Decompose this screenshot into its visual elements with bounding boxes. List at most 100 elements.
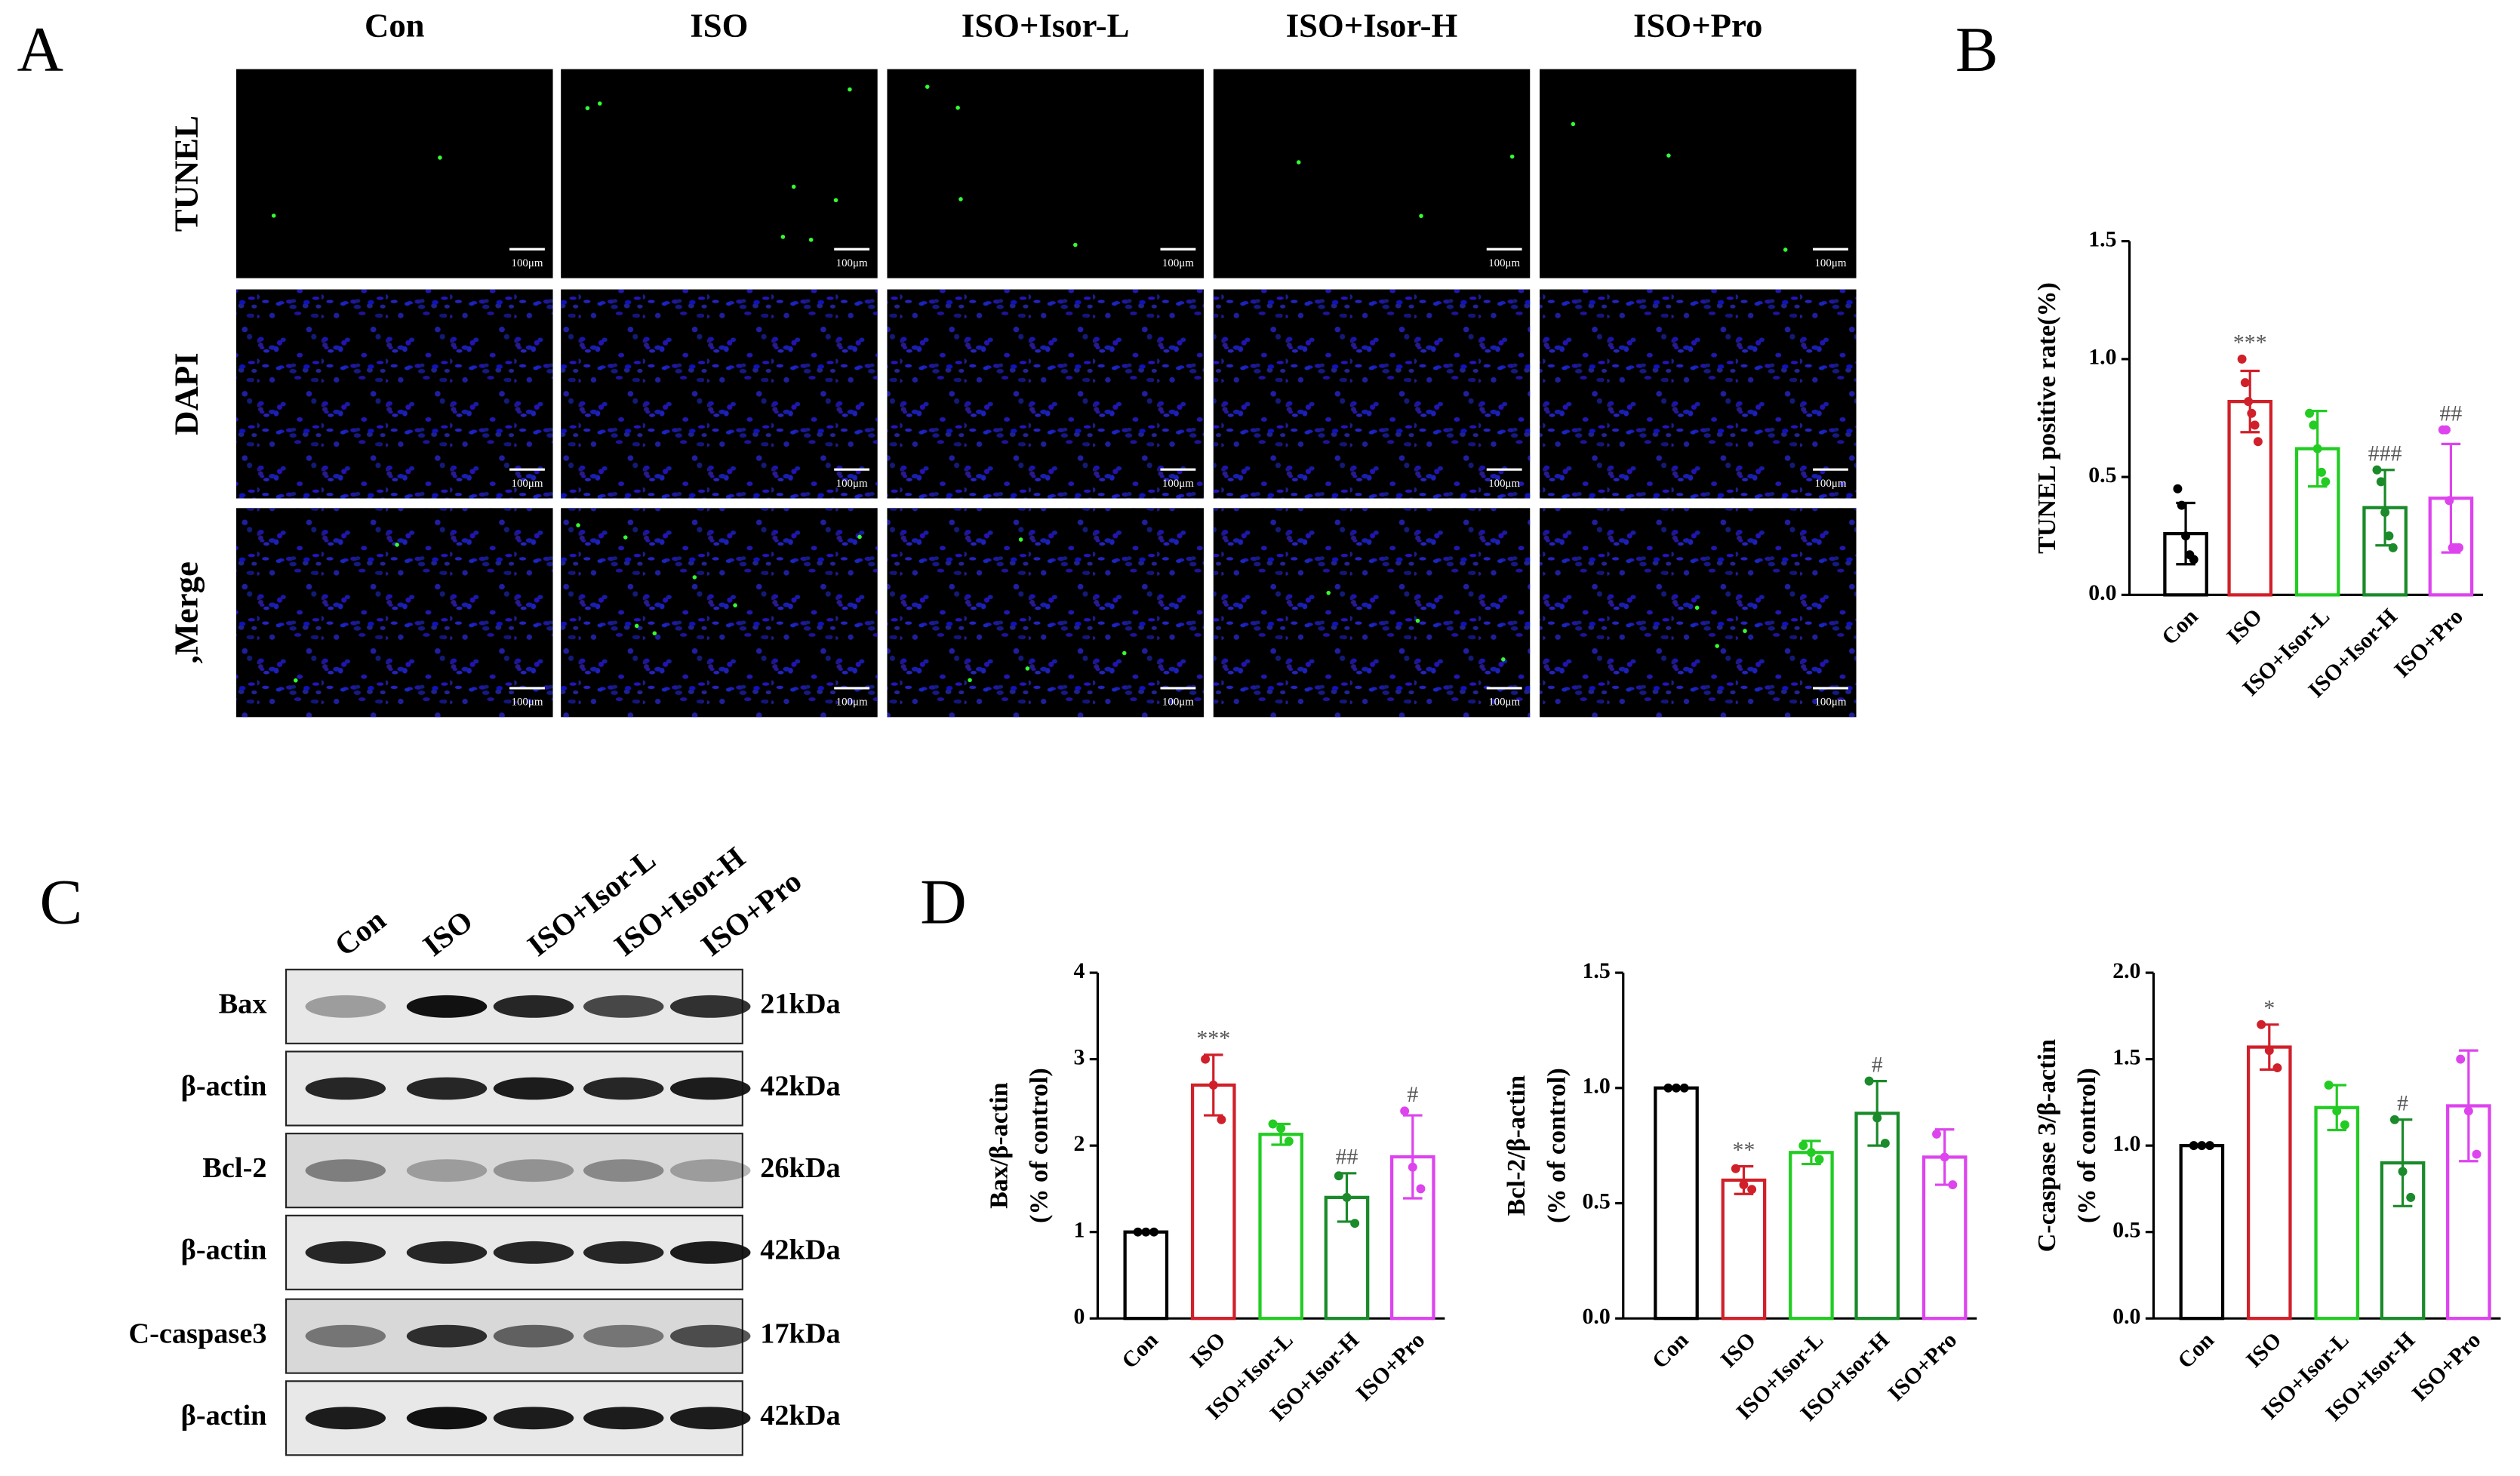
blot-band: [406, 1407, 488, 1430]
blot-band: [406, 1077, 488, 1100]
scale-bar-label: 100μm: [1814, 478, 1846, 490]
blot-band: [583, 995, 664, 1018]
protein-label: β-actin: [181, 1070, 267, 1102]
data-point: [2388, 543, 2398, 552]
data-point: [2272, 1063, 2282, 1073]
tunel-spot: [925, 85, 930, 89]
tunel-spot: [597, 101, 602, 106]
data-point: [2240, 378, 2250, 388]
y-axis-label: (% of control): [1026, 1068, 1054, 1223]
scale-bar-label: 100μm: [836, 696, 868, 709]
tunel-spot: [1073, 242, 1078, 248]
tunel-spot: [1326, 590, 1331, 595]
blot-band: [669, 1241, 751, 1264]
data-point: [1408, 1162, 1417, 1172]
protein-label: Bcl-2: [202, 1152, 266, 1184]
data-point: [1880, 1139, 1890, 1149]
data-point: [1932, 1129, 1941, 1139]
data-point: [1940, 1152, 1949, 1162]
data-point: [2384, 531, 2394, 541]
protein-label: Bax: [219, 989, 267, 1020]
significance-label: *: [2263, 995, 2275, 1020]
data-point: [1739, 1180, 1749, 1190]
row-label: ,Merge: [168, 561, 205, 663]
data-point: [1814, 1155, 1824, 1164]
data-point: [1133, 1227, 1143, 1237]
bar: [1190, 1083, 1236, 1321]
blot-band: [669, 995, 751, 1018]
scale-bar-label: 100μm: [836, 478, 868, 490]
tunel-spot: [652, 631, 657, 636]
data-point: [2205, 1141, 2214, 1151]
column-label: ISO+Pro: [1633, 7, 1762, 45]
data-point: [2257, 1019, 2266, 1029]
y-tick-label: 1.0: [2088, 345, 2116, 370]
tunel-spot: [968, 678, 972, 683]
data-point: [1141, 1227, 1151, 1237]
tunel-spot: [1715, 644, 1719, 648]
micrograph: [561, 69, 878, 278]
nuclei-stain: [1213, 508, 1531, 718]
data-point: [1416, 1184, 1426, 1194]
tunel-spot: [1419, 214, 1423, 218]
tunel-spot: [1666, 153, 1671, 158]
data-point: [2253, 437, 2263, 447]
data-point: [1400, 1106, 1410, 1116]
blot-band: [406, 1159, 488, 1182]
bar: [1654, 1086, 1699, 1321]
data-point: [2340, 1120, 2349, 1130]
data-point: [1672, 1083, 1681, 1093]
blot-band: [583, 1077, 664, 1100]
blot-band: [305, 1324, 386, 1348]
panel-label: A: [17, 14, 63, 85]
data-point: [2472, 1149, 2482, 1159]
significance-label: #: [1407, 1082, 1418, 1107]
data-point: [1350, 1219, 1360, 1228]
data-point: [2309, 420, 2318, 430]
blot-band: [493, 1324, 574, 1348]
data-point: [2445, 496, 2454, 506]
scale-bar-label: 100μm: [1162, 696, 1194, 709]
y-tick-label: 2.0: [2112, 958, 2140, 983]
scale-bar-label: 100μm: [511, 257, 543, 269]
tunel-spot: [438, 155, 442, 160]
data-point: [2244, 397, 2254, 407]
blot-band: [305, 1407, 386, 1430]
data-point: [2305, 408, 2315, 418]
blot-band: [669, 1077, 751, 1100]
size-label: 42kDa: [760, 1070, 840, 1102]
size-label: 42kDa: [760, 1400, 840, 1431]
data-point: [2264, 1046, 2274, 1056]
blot-band: [305, 1159, 386, 1182]
y-tick-label: 0.5: [2088, 463, 2116, 487]
data-point: [2197, 1141, 2207, 1151]
bar: [1123, 1230, 1169, 1321]
blot-band: [583, 1407, 664, 1430]
significance-label: **: [1733, 1137, 1755, 1162]
data-point: [1663, 1083, 1673, 1093]
column-label: Con: [365, 7, 425, 45]
data-point: [2189, 555, 2198, 564]
blot-band: [406, 995, 488, 1018]
nuclei-stain: [236, 289, 553, 499]
scale-bar-label: 100μm: [1162, 257, 1194, 269]
data-point: [1731, 1164, 1740, 1173]
data-point: [2321, 477, 2331, 487]
y-tick-label: 0.5: [1582, 1188, 1610, 1213]
nuclei-stain: [1540, 289, 1857, 499]
y-tick-label: 1.0: [1582, 1074, 1610, 1099]
tunel-spot: [1296, 160, 1301, 165]
data-point: [2177, 500, 2186, 510]
protein-label: C-caspase3: [128, 1318, 266, 1349]
significance-label: ##: [1336, 1144, 1358, 1169]
tunel-spot: [576, 523, 580, 527]
blot-band: [669, 1159, 751, 1182]
row-label: TUNEL: [168, 115, 205, 232]
scale-bar-label: 100μm: [511, 696, 543, 709]
y-tick-label: 4: [1073, 958, 1085, 983]
data-point: [1284, 1136, 1294, 1146]
y-tick-label: 0.0: [1582, 1304, 1610, 1329]
data-point: [1806, 1148, 1816, 1158]
data-point: [1217, 1115, 1226, 1124]
bar: [2179, 1144, 2225, 1321]
